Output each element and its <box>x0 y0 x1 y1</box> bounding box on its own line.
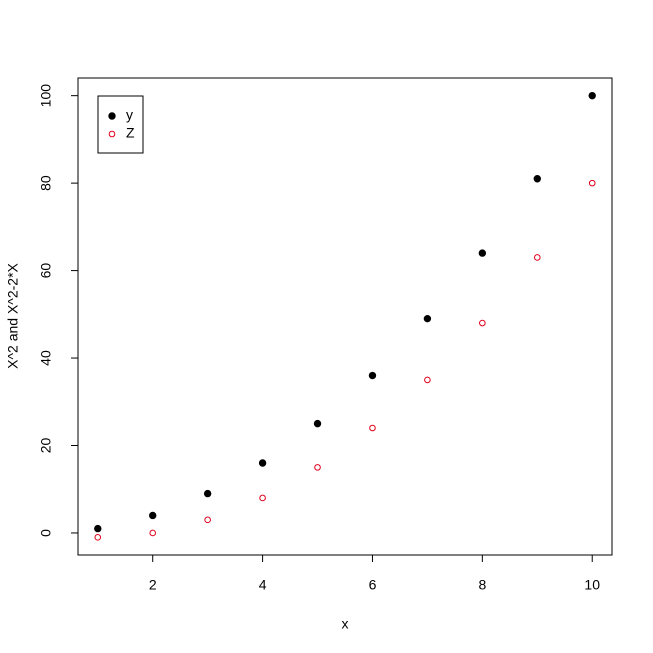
point <box>368 371 377 380</box>
point <box>533 175 541 183</box>
y-tick-label: 20 <box>38 438 54 454</box>
point <box>259 494 266 502</box>
y-tick-label: 40 <box>38 350 54 366</box>
point <box>313 419 322 428</box>
point <box>258 459 267 467</box>
point <box>479 319 486 327</box>
y-axis-label: X^2 and X^2-2*X <box>5 262 21 368</box>
point <box>94 524 102 533</box>
point <box>369 424 376 432</box>
y-tick-label: 0 <box>38 529 54 537</box>
legend-label: y <box>126 107 133 123</box>
point <box>478 249 487 257</box>
legend-marker <box>108 130 116 138</box>
point <box>588 91 596 100</box>
legend-box <box>97 95 144 154</box>
y-tick-label: 100 <box>38 84 54 108</box>
point <box>424 376 431 384</box>
x-tick-label: 2 <box>149 577 157 593</box>
y-tick-label: 80 <box>38 175 54 191</box>
legend-label: Z <box>126 125 135 141</box>
point <box>588 179 596 187</box>
point <box>203 489 212 498</box>
legend-marker <box>108 112 116 120</box>
point <box>423 314 432 323</box>
point <box>149 511 157 520</box>
x-axis-label: x <box>342 616 349 632</box>
x-tick-label: 8 <box>478 577 486 593</box>
plot-frame <box>77 77 613 556</box>
point <box>204 516 211 524</box>
x-tick-label: 6 <box>369 577 377 593</box>
x-tick-label: 4 <box>259 577 267 593</box>
point <box>149 529 157 537</box>
x-tick-label: 10 <box>584 577 600 593</box>
point <box>533 254 541 261</box>
point <box>314 464 321 471</box>
y-tick-label: 60 <box>38 263 54 279</box>
point <box>94 534 102 541</box>
